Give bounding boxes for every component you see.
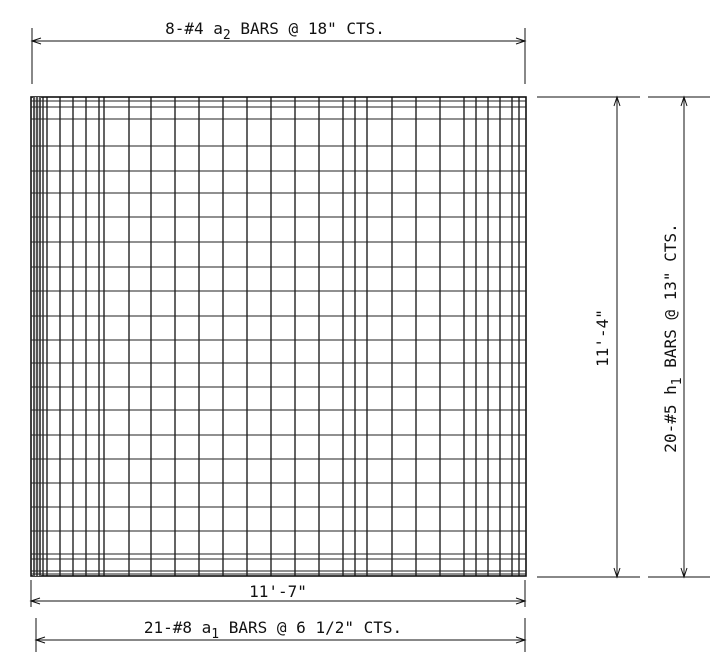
width-dimension: 11'-7" bbox=[29, 580, 527, 607]
bottom-dimension: 21-#8 a1 BARS @ 6 1/2" CTS. bbox=[34, 618, 527, 652]
width-dimension-label: 11'-7" bbox=[249, 582, 307, 601]
top-bar-label: 8-#4 a2 BARS @ 18" CTS. bbox=[165, 19, 385, 43]
horizontal-bars-h1 bbox=[31, 100, 526, 575]
rebar-mesh bbox=[30, 96, 527, 577]
height-dimension: 11'-4" bbox=[537, 95, 640, 579]
top-dimension: 8-#4 a2 BARS @ 18" CTS. bbox=[30, 19, 527, 84]
right-dimension: 20-#5 h1 BARS @ 13" CTS. bbox=[648, 95, 710, 579]
bottom-bar-label: 21-#8 a1 BARS @ 6 1/2" CTS. bbox=[144, 618, 402, 642]
vertical-bars-a1 bbox=[33, 97, 520, 576]
right-bar-label: 20-#5 h1 BARS @ 13" CTS. bbox=[661, 223, 685, 452]
height-dimension-label: 11'-4" bbox=[593, 309, 612, 367]
